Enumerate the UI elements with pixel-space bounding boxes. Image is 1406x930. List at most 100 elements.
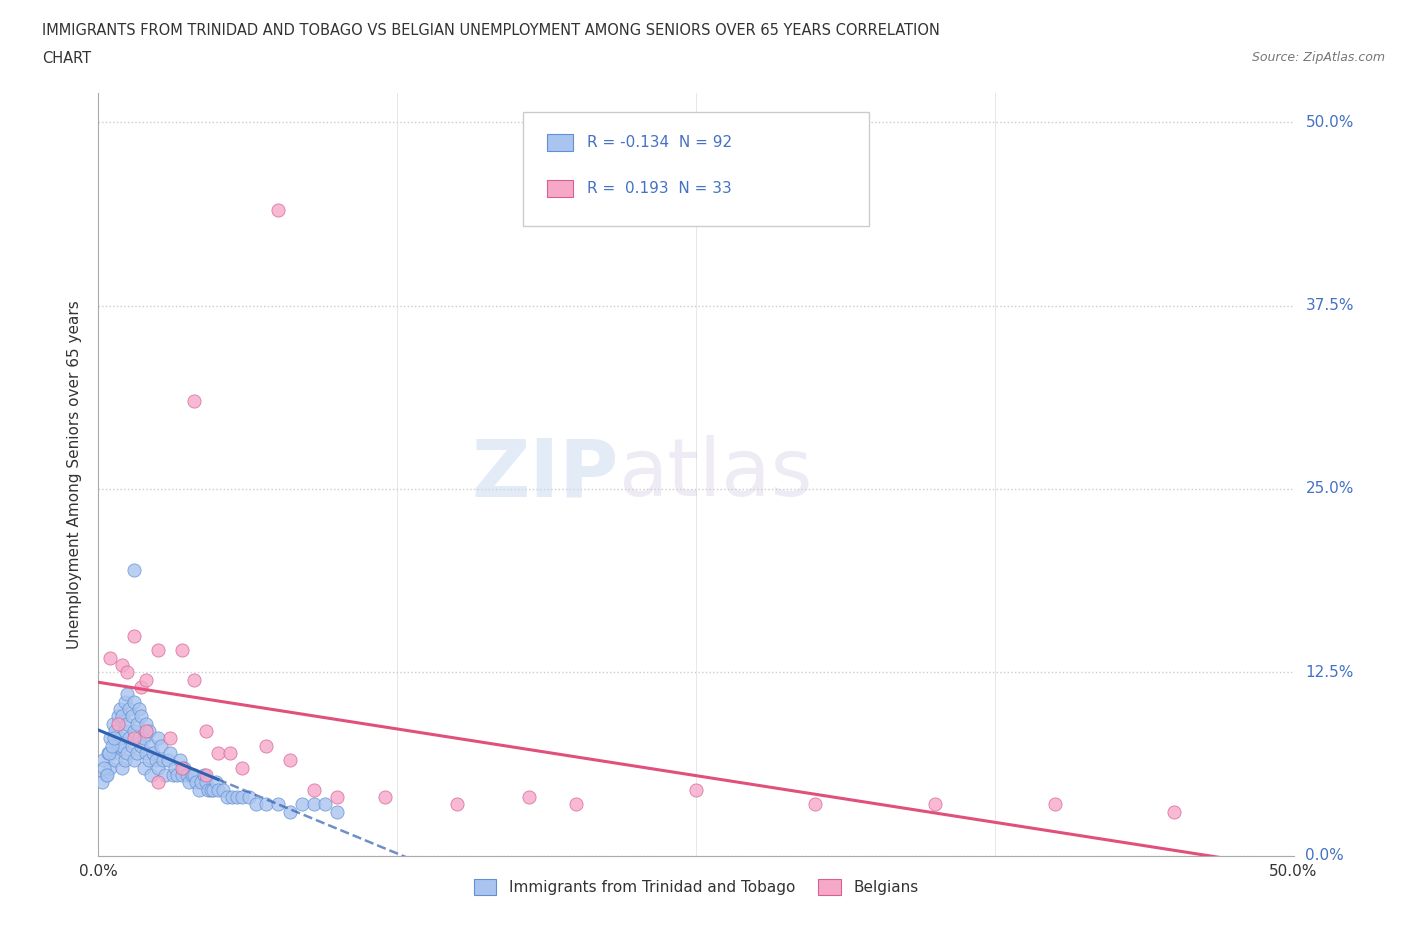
Text: R = -0.134  N = 92: R = -0.134 N = 92 bbox=[588, 135, 733, 150]
Text: atlas: atlas bbox=[619, 435, 813, 513]
Point bbox=[118, 731, 141, 746]
Point bbox=[267, 203, 290, 218]
Point bbox=[107, 709, 129, 724]
Point bbox=[278, 804, 301, 819]
Point bbox=[197, 782, 219, 797]
Point bbox=[124, 753, 146, 768]
Point bbox=[195, 767, 218, 782]
Point bbox=[291, 797, 314, 812]
Point bbox=[149, 738, 172, 753]
Point bbox=[98, 746, 121, 761]
Point bbox=[97, 746, 120, 761]
Point bbox=[114, 694, 136, 709]
Point bbox=[115, 746, 138, 761]
Point bbox=[142, 746, 165, 761]
Point bbox=[124, 562, 146, 577]
Point bbox=[326, 804, 349, 819]
Point bbox=[159, 746, 181, 761]
Point bbox=[245, 797, 267, 812]
Point bbox=[200, 782, 222, 797]
Point bbox=[302, 782, 325, 797]
FancyBboxPatch shape bbox=[523, 113, 869, 227]
Text: ZIP: ZIP bbox=[471, 435, 619, 513]
Point bbox=[204, 775, 226, 790]
Point bbox=[152, 753, 174, 768]
Text: 25.0%: 25.0% bbox=[1306, 482, 1354, 497]
Point bbox=[195, 724, 218, 738]
Point bbox=[114, 724, 136, 738]
Point bbox=[108, 701, 131, 716]
Point bbox=[111, 738, 134, 753]
Point bbox=[183, 393, 205, 408]
Text: R =  0.193  N = 33: R = 0.193 N = 33 bbox=[588, 180, 733, 196]
Point bbox=[135, 716, 157, 731]
Point bbox=[124, 724, 146, 738]
Point bbox=[145, 753, 167, 768]
Point bbox=[124, 694, 146, 709]
Point bbox=[115, 716, 138, 731]
FancyBboxPatch shape bbox=[547, 134, 572, 151]
Point bbox=[804, 797, 827, 812]
Point bbox=[135, 724, 157, 738]
Point bbox=[159, 731, 181, 746]
FancyBboxPatch shape bbox=[547, 179, 572, 197]
Text: IMMIGRANTS FROM TRINIDAD AND TOBAGO VS BELGIAN UNEMPLOYMENT AMONG SENIORS OVER 6: IMMIGRANTS FROM TRINIDAD AND TOBAGO VS B… bbox=[42, 23, 941, 38]
Point bbox=[1043, 797, 1066, 812]
Point bbox=[103, 731, 125, 746]
Point bbox=[108, 731, 131, 746]
Point bbox=[156, 753, 179, 768]
Point bbox=[195, 775, 218, 790]
Point bbox=[172, 760, 194, 775]
Point bbox=[132, 731, 155, 746]
Point bbox=[121, 738, 143, 753]
Point bbox=[326, 790, 349, 804]
Text: CHART: CHART bbox=[42, 51, 91, 66]
Point bbox=[118, 701, 141, 716]
Point bbox=[104, 753, 127, 768]
Text: 0.0%: 0.0% bbox=[1306, 848, 1344, 863]
Point bbox=[238, 790, 260, 804]
Point bbox=[207, 782, 229, 797]
Y-axis label: Unemployment Among Seniors over 65 years: Unemployment Among Seniors over 65 years bbox=[67, 300, 83, 649]
Point bbox=[107, 738, 129, 753]
Point bbox=[107, 716, 129, 731]
Point bbox=[162, 767, 184, 782]
Point bbox=[128, 731, 150, 746]
Point bbox=[138, 753, 160, 768]
Point bbox=[169, 753, 191, 768]
Point bbox=[101, 716, 124, 731]
Point bbox=[111, 709, 134, 724]
Point bbox=[91, 753, 114, 768]
Point bbox=[179, 775, 201, 790]
Point bbox=[115, 665, 138, 680]
Point bbox=[517, 790, 540, 804]
Point bbox=[267, 797, 290, 812]
Point bbox=[173, 760, 195, 775]
Point bbox=[93, 760, 115, 775]
Point bbox=[139, 738, 162, 753]
Point bbox=[231, 790, 253, 804]
Point bbox=[202, 782, 225, 797]
Text: 50.0%: 50.0% bbox=[1306, 114, 1354, 130]
Text: Source: ZipAtlas.com: Source: ZipAtlas.com bbox=[1251, 51, 1385, 64]
Point bbox=[101, 746, 124, 761]
Point bbox=[131, 738, 153, 753]
Point bbox=[183, 672, 205, 687]
Point bbox=[124, 628, 146, 643]
Point bbox=[211, 782, 233, 797]
Point bbox=[98, 760, 122, 775]
Point bbox=[176, 767, 198, 782]
Point bbox=[91, 775, 114, 790]
Point bbox=[163, 760, 186, 775]
Point bbox=[278, 753, 301, 768]
Point bbox=[193, 767, 215, 782]
Point bbox=[166, 767, 188, 782]
Point bbox=[98, 731, 122, 746]
Point bbox=[374, 790, 396, 804]
Point bbox=[217, 790, 239, 804]
Legend: Immigrants from Trinidad and Tobago, Belgians: Immigrants from Trinidad and Tobago, Bel… bbox=[467, 873, 925, 901]
Point bbox=[565, 797, 588, 812]
Point bbox=[172, 767, 194, 782]
Point bbox=[207, 746, 229, 761]
Point bbox=[186, 775, 208, 790]
